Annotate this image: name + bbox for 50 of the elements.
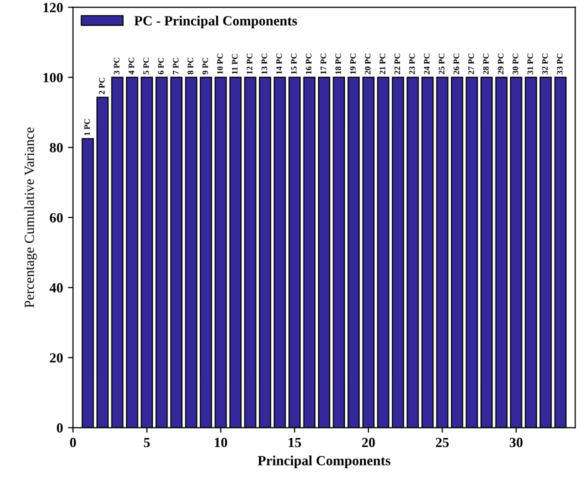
y-tick-label: 80 xyxy=(50,143,63,152)
y-tick-label: 120 xyxy=(44,2,63,12)
annotation: 14 PC xyxy=(276,54,282,74)
annotation: 25 PC xyxy=(438,54,444,74)
y-tick-label: 40 xyxy=(50,283,63,293)
x-tick-label: 0 xyxy=(70,438,76,448)
annotation: 4 PC xyxy=(128,58,134,74)
x-tick-label: 15 xyxy=(288,438,302,448)
annotation: 8 PC xyxy=(188,58,194,74)
annotation: 15 PC xyxy=(291,54,297,74)
annotation: 3 PC xyxy=(114,58,120,74)
annotation: 6 PC xyxy=(158,58,164,74)
x-tick-label: 30 xyxy=(510,438,523,448)
annotation: 28 PC xyxy=(483,54,489,74)
annotation: 12 PC xyxy=(246,54,252,74)
annotation: 5 PC xyxy=(143,58,149,74)
annotation: 27 PC xyxy=(468,54,474,74)
annotation: 22 PC xyxy=(394,54,400,74)
annotation: 30 PC xyxy=(512,54,518,74)
y-tick-label: 60 xyxy=(50,213,63,222)
annotation: 31 PC xyxy=(527,54,534,74)
y-tick-label: 20 xyxy=(50,353,63,363)
annotation: 9 PC xyxy=(202,58,208,74)
x-tick-label: 10 xyxy=(214,438,228,448)
y-tick-label: 100 xyxy=(44,72,63,82)
annotation: 7 PC xyxy=(172,58,178,74)
x-tick-label: 20 xyxy=(362,438,375,448)
annotation: 20 PC xyxy=(364,54,371,74)
annotation: 10 PC xyxy=(217,54,223,74)
legend-label: PC - Principal Components xyxy=(134,16,297,28)
annotation: 19 PC xyxy=(350,54,356,74)
annotation: 21 PC xyxy=(380,54,386,74)
annotation: 2 PC xyxy=(99,78,105,94)
annotation: 1 PC xyxy=(84,119,90,136)
x-tick-label: 5 xyxy=(144,438,150,448)
x-axis-title: Principal Components xyxy=(258,456,390,468)
annotation: 26 PC xyxy=(454,54,460,74)
x-tick-label: 25 xyxy=(436,438,449,448)
annotation: 17 PC xyxy=(320,54,326,74)
annotation: 29 PC xyxy=(498,54,504,74)
annotation: 33 PC xyxy=(556,54,563,74)
y-tick-label: 0 xyxy=(56,423,63,433)
annotation: 18 PC xyxy=(335,54,341,74)
annotation: 32 PC xyxy=(542,54,548,74)
annotation: 24 PC xyxy=(424,54,430,74)
annotation: 16 PC xyxy=(306,54,312,74)
annotation: 23 PC xyxy=(409,54,415,74)
annotation: 13 PC xyxy=(262,54,268,74)
y-axis-title: Percentage Cumulative Variance xyxy=(24,127,37,308)
annotation: 11 PC xyxy=(232,54,238,74)
